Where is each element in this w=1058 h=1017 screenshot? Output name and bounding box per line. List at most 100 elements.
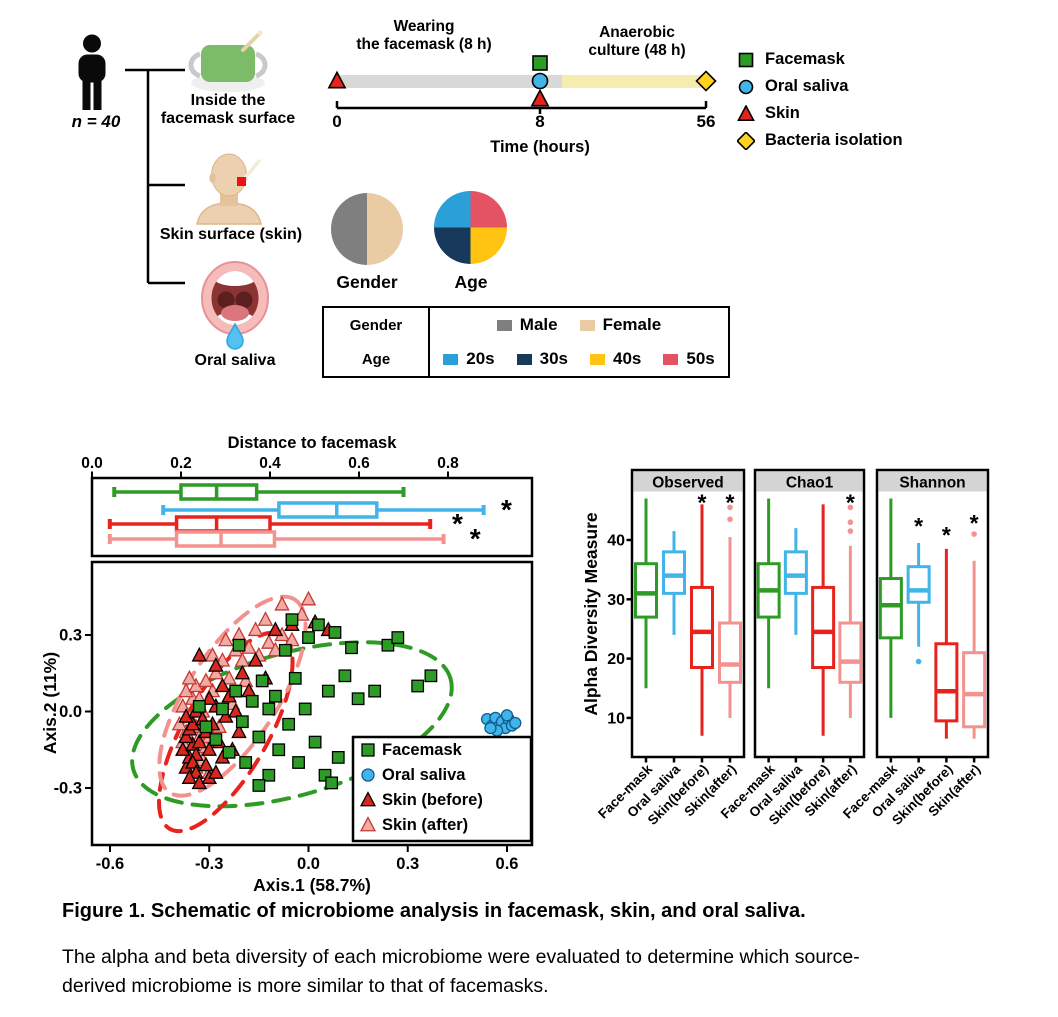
sample-legend-item: Oral saliva	[737, 73, 903, 100]
bracket-connector	[125, 68, 185, 285]
svg-text:Alpha Diversity Measure: Alpha Diversity Measure	[581, 512, 601, 716]
alpha-box-Skin(after): *	[838, 489, 863, 718]
alpha-box-Skin(before): *	[934, 522, 959, 739]
demographics-gender-row-label: Gender	[324, 308, 430, 342]
timeline-phase2-label: Anaerobic culture (48 h)	[588, 24, 686, 59]
svg-text:Axis.1 (58.7%): Axis.1 (58.7%)	[253, 875, 371, 895]
timeline-graphic	[327, 55, 717, 114]
svg-text:*: *	[452, 508, 463, 539]
demographics-table: Gender Male Female Age 20s 30s 40s 50s	[322, 306, 730, 378]
svg-text:*: *	[914, 513, 923, 539]
svg-text:Oral saliva: Oral saliva	[382, 766, 466, 784]
svg-text:-0.3: -0.3	[195, 855, 223, 873]
square-marker-icon	[738, 52, 754, 67]
svg-text:-0.6: -0.6	[96, 855, 124, 873]
triangle-marker-icon	[737, 104, 755, 121]
color-swatch-icon	[443, 353, 459, 365]
pcoa-series-Facemask	[192, 613, 438, 792]
color-swatch-icon	[496, 319, 512, 331]
svg-text:0.6: 0.6	[348, 455, 370, 472]
mouth-icon	[201, 261, 269, 350]
sample-legend-item: Facemask	[737, 46, 903, 73]
gender-legend-items: Male Female	[430, 308, 728, 342]
alpha-box-Face-mask	[878, 498, 903, 718]
color-swatch-icon	[590, 353, 605, 365]
sample-legend-label: Oral saliva	[765, 77, 849, 95]
svg-text:0.3: 0.3	[59, 627, 82, 645]
svg-text:10: 10	[607, 710, 625, 727]
svg-text:0.4: 0.4	[259, 455, 281, 472]
demographic-legend-item: Male	[496, 315, 558, 335]
demographic-legend-item: Female	[579, 315, 661, 335]
sample-legend-label: Facemask	[765, 50, 845, 68]
svg-text:0.2: 0.2	[170, 455, 192, 472]
alpha-box-Oral saliva: *	[906, 513, 931, 665]
circle-marker-icon	[738, 79, 754, 94]
demographic-legend-label: 40s	[613, 349, 642, 368]
demographic-legend-label: 20s	[466, 349, 495, 368]
distance-box-Oral saliva: *	[161, 494, 512, 525]
sample-legend-item: Bacteria isolation	[737, 127, 903, 154]
timeline-tick-56: 56	[696, 112, 716, 131]
svg-text:*: *	[726, 489, 735, 515]
sample-legend: Facemask Oral saliva Skin Bacteria isolatio…	[737, 46, 903, 154]
alpha-box-Skin(before)	[811, 504, 836, 736]
svg-text:Shannon: Shannon	[899, 475, 965, 492]
alpha-box-Oral saliva	[662, 531, 686, 635]
skin-icon	[196, 153, 262, 225]
svg-text:0.8: 0.8	[437, 455, 459, 472]
alpha-box-Face-mask	[756, 498, 781, 689]
skin-source-label: Skin surface (skin)	[159, 226, 303, 243]
svg-text:0.3: 0.3	[396, 855, 419, 873]
svg-text:30: 30	[607, 592, 625, 609]
distance-box-Skin (after): *	[107, 523, 481, 554]
demographic-legend-label: 50s	[686, 349, 715, 368]
svg-text:Skin (after): Skin (after)	[382, 816, 468, 834]
age-legend-items: 20s 30s 40s 50s	[430, 342, 728, 376]
sample-legend-label: Bacteria isolation	[765, 131, 903, 149]
svg-text:*: *	[470, 523, 481, 554]
demographic-legend-item: 40s	[590, 349, 641, 369]
person-icon	[78, 34, 106, 110]
alpha-box-Skin(after): *	[962, 510, 987, 739]
gender-pie-label: Gender	[336, 272, 398, 292]
svg-text:*: *	[846, 489, 855, 515]
svg-text:40: 40	[607, 533, 625, 550]
pcoa-series-Oral saliva	[480, 709, 522, 737]
demographic-legend-label: Male	[519, 315, 558, 334]
facemask-source-label: Inside the facemask surface	[160, 92, 296, 128]
svg-text:0.0: 0.0	[297, 855, 320, 873]
sample-legend-item: Skin	[737, 100, 903, 127]
figure-caption-title: Figure 1. Schematic of microbiome analys…	[62, 900, 806, 922]
alpha-box-Skin(before): *	[690, 489, 714, 736]
age-pie-chart	[434, 191, 507, 264]
sample-legend-label: Skin	[765, 104, 800, 122]
pcoa-scatter-panel: -0.6 -0.3 0.0 0.3 0.6 0.3 0.0 -0.3 Axis.1 (58.7%…	[40, 560, 534, 895]
alpha-box-Face-mask	[634, 498, 658, 689]
time-axis-label: Time (hours)	[490, 138, 590, 156]
svg-text:Facemask: Facemask	[382, 741, 463, 759]
color-swatch-icon	[579, 319, 595, 331]
color-swatch-icon	[516, 353, 532, 365]
svg-text:0.0: 0.0	[59, 703, 82, 721]
svg-text:*: *	[942, 522, 951, 548]
alpha-box-Oral saliva	[783, 528, 808, 635]
pcoa-legend: Facemask Oral saliva Skin (before) Skin (af…	[351, 735, 533, 843]
svg-text:20: 20	[607, 651, 625, 668]
timeline-phase1-label: Wearing the facemask (8 h)	[356, 18, 492, 53]
timeline-tick-8: 8	[535, 112, 545, 131]
demographic-legend-label: 30s	[539, 349, 568, 368]
age-pie-label: Age	[454, 272, 488, 292]
timeline-tick-0: 0	[332, 112, 342, 131]
alpha-diversity-chart: Alpha Diversity Measure 10 20 30 40ObservedF…	[581, 468, 990, 828]
svg-text:*: *	[501, 494, 512, 525]
svg-text:0.0: 0.0	[81, 455, 103, 472]
demographic-legend-item: 50s	[663, 349, 715, 369]
distance-box-Facemask	[112, 483, 406, 501]
facemask-icon	[188, 30, 268, 92]
